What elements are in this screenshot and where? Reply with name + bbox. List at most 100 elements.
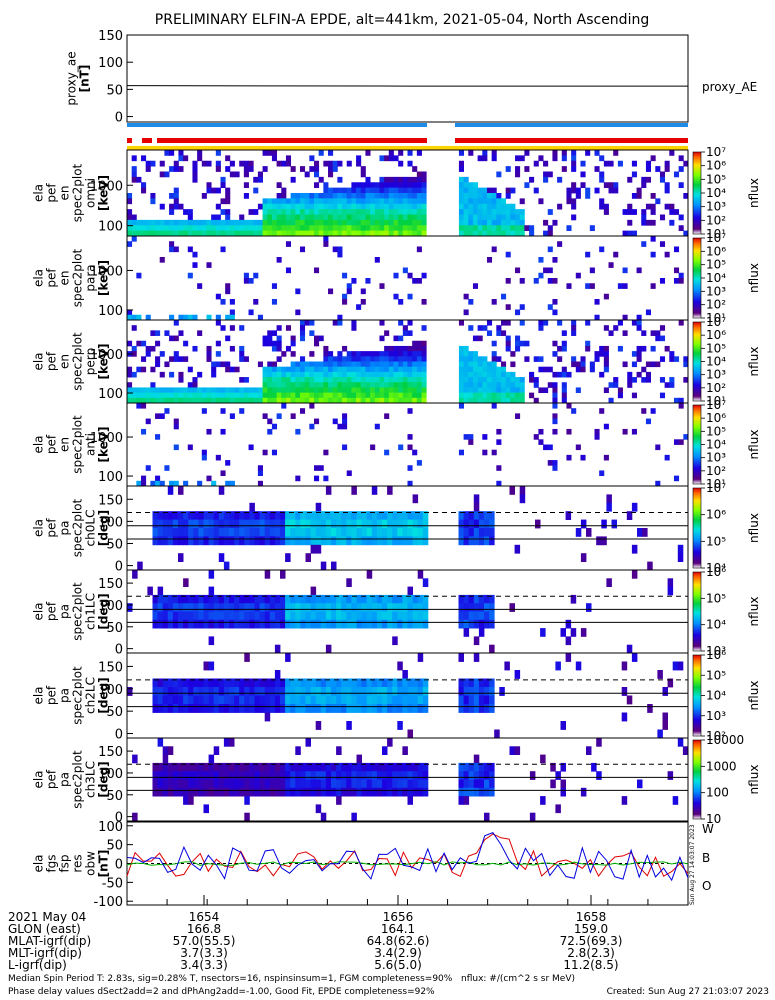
- spec-cell: [213, 704, 220, 713]
- spec-cell: [323, 392, 329, 399]
- spec-cell: [552, 460, 558, 466]
- spec-cell: [183, 155, 189, 162]
- spec-cell: [356, 304, 362, 310]
- spec-cell: [281, 366, 287, 373]
- spec-cell: [178, 619, 184, 629]
- spec-cell: [162, 704, 169, 713]
- spec-cell: [402, 787, 408, 797]
- spec-cell: [402, 203, 408, 210]
- spec-cell: [145, 160, 151, 167]
- spec-cell: [337, 371, 343, 378]
- spec-cell: [342, 198, 348, 205]
- spec-cell: [208, 511, 215, 520]
- spec-cell: [320, 687, 327, 696]
- spec-cell: [178, 330, 184, 336]
- spec-cell: [183, 314, 189, 321]
- spec-cell: [402, 366, 408, 373]
- spec-cell: [552, 392, 558, 399]
- spec-cell: [370, 356, 376, 362]
- spec-cell: [412, 392, 418, 399]
- spec-cell: [374, 423, 380, 430]
- spec-cell: [416, 392, 422, 399]
- spec-cell: [482, 377, 488, 383]
- spec-cell: [229, 519, 235, 529]
- spec-cell: [269, 787, 276, 797]
- spec-cell: [622, 428, 628, 435]
- spec-cell: [285, 397, 292, 404]
- spec-cell: [486, 382, 493, 388]
- spec-cell: [290, 193, 296, 199]
- spec-cell: [323, 371, 329, 378]
- spec-cell: [218, 594, 225, 604]
- spec-cell: [580, 160, 586, 167]
- spec-cell: [337, 209, 343, 215]
- spec-cell: [155, 413, 161, 419]
- spec-cell: [193, 536, 199, 546]
- spec-cell: [365, 203, 371, 210]
- spec-cell: [239, 519, 245, 529]
- spec-cell: [257, 480, 263, 487]
- spec-cell: [501, 387, 507, 394]
- spec-cell: [305, 704, 311, 713]
- spec-cell: [622, 361, 628, 368]
- spec-cell: [262, 209, 268, 215]
- y-axis-label: elapefpaspec2plotch0LC[deg]: [32, 498, 111, 557]
- spec-cell: [468, 687, 475, 696]
- spec-cell: [504, 661, 510, 671]
- spec-cell: [267, 198, 273, 205]
- spec-cell: [331, 695, 337, 705]
- spec-cell: [323, 387, 329, 394]
- spec-cell: [305, 687, 311, 696]
- spec-cell: [379, 366, 385, 373]
- spec-cell: [192, 176, 198, 183]
- spec-cell: [360, 377, 366, 383]
- spec-cell: [421, 387, 427, 394]
- spec-cell: [285, 198, 292, 205]
- spec-cell: [491, 203, 497, 210]
- spec-cell: [346, 397, 352, 404]
- spec-cell: [622, 314, 628, 321]
- spec-cell: [533, 160, 539, 167]
- spec-cell: [295, 377, 301, 383]
- spec-cell: [463, 603, 470, 612]
- spec-cell: [315, 678, 322, 688]
- spec-cell: [468, 382, 474, 388]
- spec-cell: [561, 382, 567, 388]
- spec-cell: [281, 392, 287, 399]
- spec-cell: [472, 203, 479, 210]
- spec-cell: [264, 594, 271, 604]
- spec-cell: [223, 762, 230, 772]
- spec-cell: [208, 536, 215, 546]
- spec-cell: [571, 155, 577, 162]
- spec-cell: [501, 214, 507, 221]
- spec-cell: [613, 377, 619, 383]
- spec-cell: [412, 787, 419, 797]
- spec-cell: [382, 762, 388, 772]
- spec-cell: [421, 182, 427, 189]
- x-row-value: 1654: [189, 910, 220, 924]
- spec-cell: [482, 219, 488, 226]
- spec-cell: [299, 219, 306, 226]
- spec-cell: [323, 475, 329, 482]
- spec-cell: [285, 528, 291, 537]
- spec-cell: [412, 528, 419, 537]
- spec-cell: [538, 198, 544, 205]
- spec-cell: [484, 771, 490, 780]
- spec-cell: [159, 387, 165, 394]
- spec-cell: [280, 570, 286, 579]
- spec-cell: [167, 511, 174, 520]
- spec-cell: [594, 150, 600, 156]
- spec-cell: [304, 225, 310, 232]
- spec-cell: [267, 340, 273, 347]
- spec-cell: [515, 219, 521, 226]
- spec-cell: [458, 687, 464, 696]
- spec-cell: [596, 536, 602, 546]
- spec-cell: [505, 209, 511, 215]
- spec-cell: [295, 771, 301, 780]
- spec-cell: [351, 325, 357, 331]
- spec-cell: [351, 812, 357, 822]
- spec-cell: [225, 288, 231, 295]
- spec-cell: [599, 171, 605, 178]
- spec-cell: [402, 779, 408, 789]
- spec-cell: [599, 470, 605, 477]
